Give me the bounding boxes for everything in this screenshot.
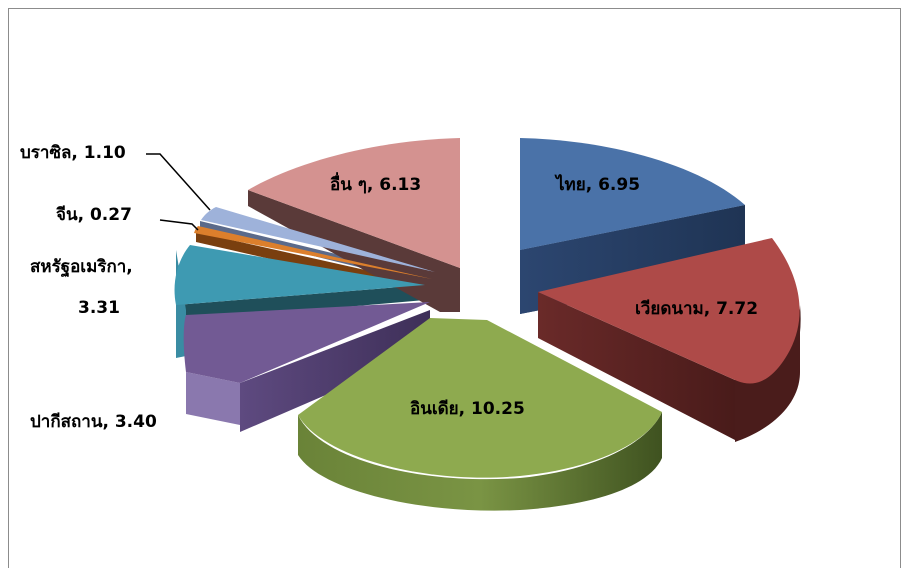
slice-pakistan [183, 302, 430, 383]
label-vietnam: เวียดนาม, 7.72 [635, 298, 758, 319]
leader-china [159, 219, 199, 231]
label-usa-line1: สหรัฐอเมริกา, [30, 257, 133, 278]
label-others: อื่น ๆ, 6.13 [330, 172, 421, 195]
leader-lines [146, 153, 211, 231]
label-usa-line2: 3.31 [78, 298, 120, 318]
label-brazil: บราซิล, 1.10 [20, 143, 126, 163]
slice-thai [520, 138, 745, 250]
slice-side-pakistan-outer [186, 372, 240, 425]
slice-brazil [201, 207, 435, 272]
label-china: จีน, 0.27 [56, 204, 132, 225]
label-pakistan: ปากีสถาน, 3.40 [30, 411, 157, 432]
slice-side-vietnam [538, 292, 801, 440]
slice-side-india-outer [298, 412, 662, 511]
slice-usa [174, 245, 425, 305]
leader-brazil [146, 153, 211, 211]
slice-india [298, 318, 662, 478]
slice-vietnam [538, 238, 800, 384]
slice-others [248, 138, 460, 268]
label-india: อินเดีย, 10.25 [410, 398, 525, 419]
labels: ไทย, 6.95 เวียดนาม, 7.72 อินเดีย, 10.25 … [20, 143, 758, 432]
chart-frame [8, 8, 901, 568]
slice-tops [174, 138, 800, 478]
slice-side-pakistan-cut [240, 310, 430, 432]
slice-china [194, 226, 432, 279]
label-thai: ไทย, 6.95 [554, 174, 640, 195]
